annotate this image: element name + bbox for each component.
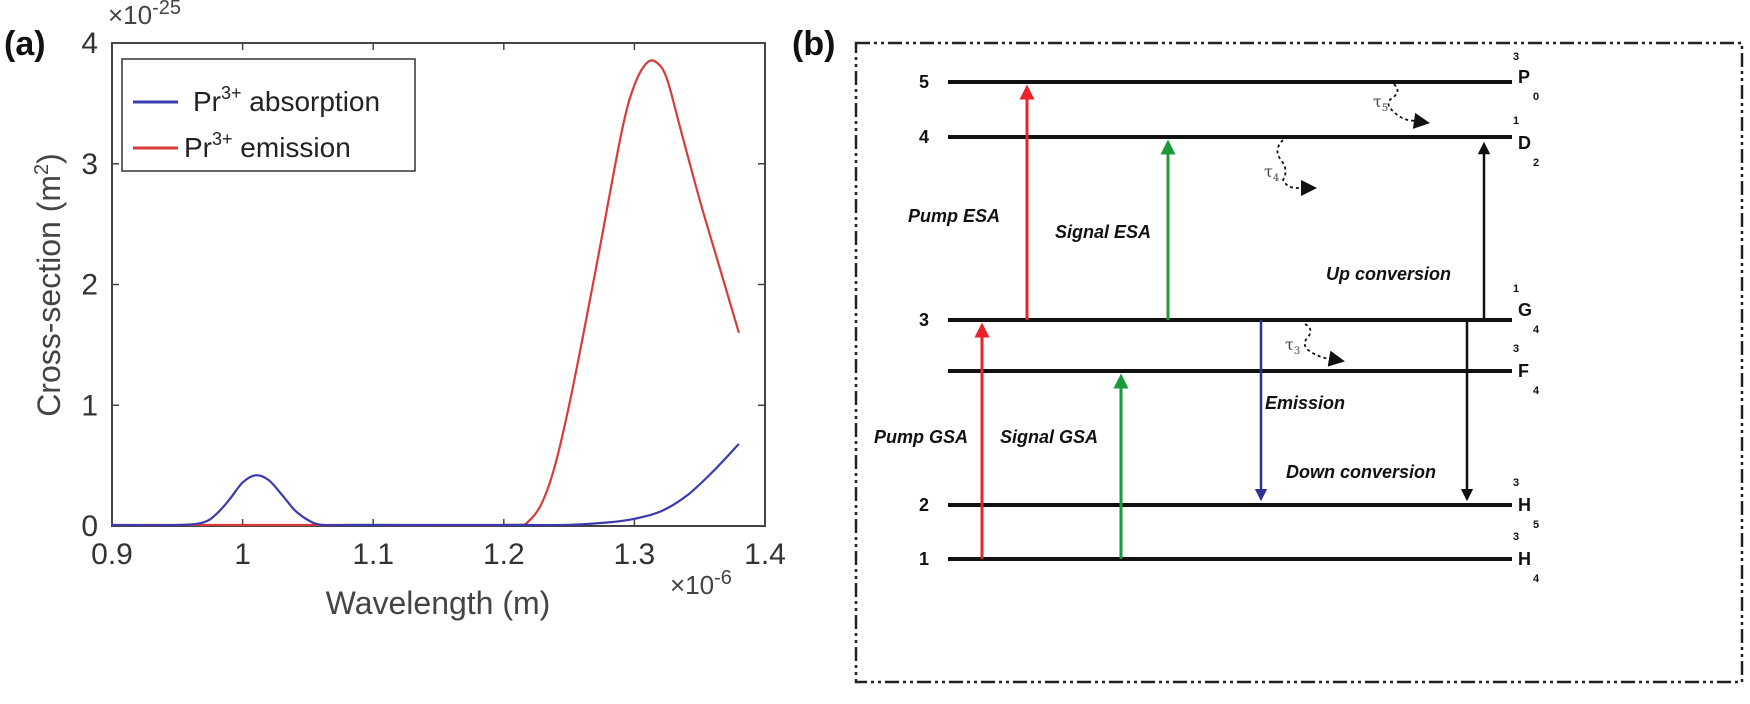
panel-a-letter: (a) [4, 25, 46, 63]
term-1D2: 1 D 2 [1513, 115, 1539, 169]
level-number-1: 1 [919, 549, 929, 569]
absorption-line [111, 443, 740, 527]
y-tick-label: 2 [81, 269, 98, 302]
level-number-5: 5 [919, 72, 929, 92]
svg-text:F: F [1518, 361, 1529, 381]
y-tick-label: 4 [81, 27, 98, 60]
x-tick-group: 0.9 1 1.1 1.2 1.3 1.4 [91, 43, 786, 571]
series-group [111, 59, 740, 527]
label-signal-gsa: Signal GSA [1000, 427, 1098, 447]
decay-tau4: τ4 [1264, 139, 1318, 197]
y-tick-label: 1 [81, 389, 98, 422]
panel-b-letter: (b) [792, 25, 835, 63]
svg-text:4: 4 [1533, 573, 1540, 585]
svg-text:3: 3 [1513, 531, 1519, 543]
label-signal-esa: Signal ESA [1055, 222, 1151, 242]
legend-label-emission: Pr3+ emission [184, 129, 351, 163]
term-3H5: 3 H 5 [1513, 477, 1539, 531]
decay-tau3: τ3 [1285, 323, 1345, 367]
term-3F4: 3 F 4 [1513, 343, 1540, 397]
label-up-conversion: Up conversion [1326, 264, 1451, 284]
svg-text:τ4: τ4 [1264, 162, 1279, 184]
level-number-4: 4 [919, 127, 929, 147]
label-pump-gsa: Pump GSA [874, 427, 968, 447]
x-tick-label: 1 [234, 538, 251, 571]
term-3H4: 3 H 4 [1513, 531, 1540, 585]
svg-text:H: H [1518, 549, 1531, 569]
y-tick-group: 0 1 2 3 4 [81, 27, 765, 543]
x-axis-multiplier: ×10-6 [670, 567, 732, 600]
y-axis-multiplier: ×10-25 [108, 0, 181, 30]
x-axis-label: Wavelength (m) [326, 585, 551, 621]
legend-box [121, 58, 416, 172]
energy-levels [948, 80, 1512, 561]
legend-label-absorption: Pr3+ absorption [193, 83, 380, 117]
x-tick-label: 1.4 [744, 538, 786, 571]
svg-text:τ3: τ3 [1285, 335, 1300, 357]
svg-text:3: 3 [1513, 343, 1519, 355]
svg-text:1: 1 [1513, 283, 1519, 295]
legend: Pr3+ absorption Pr3+ emission [121, 58, 416, 172]
level-number-3: 3 [919, 310, 929, 330]
x-tick-label: 1.3 [614, 538, 656, 571]
svg-text:G: G [1518, 300, 1532, 320]
svg-text:2: 2 [1533, 157, 1539, 169]
x-tick-label: 0.9 [91, 538, 133, 571]
y-tick-label: 0 [81, 510, 98, 543]
label-down-conversion: Down conversion [1286, 462, 1436, 482]
label-emission: Emission [1265, 393, 1345, 413]
svg-text:τ5: τ5 [1373, 92, 1388, 114]
svg-text:H: H [1518, 495, 1531, 515]
label-pump-esa: Pump ESA [908, 206, 1000, 226]
y-tick-label: 3 [81, 148, 98, 181]
svg-text:1: 1 [1513, 115, 1519, 127]
y-axis-label: Cross-section (m2) [31, 153, 67, 417]
x-tick-label: 1.2 [483, 538, 525, 571]
x-tick-label: 1.1 [352, 538, 394, 571]
svg-text:4: 4 [1533, 385, 1540, 397]
decay-tau5: τ5 [1373, 83, 1431, 129]
svg-text:4: 4 [1533, 324, 1540, 336]
term-1G4: 1 G 4 [1513, 283, 1540, 336]
svg-text:3: 3 [1513, 51, 1519, 63]
svg-text:5: 5 [1533, 519, 1539, 531]
svg-text:P: P [1518, 67, 1530, 87]
svg-text:D: D [1518, 133, 1531, 153]
svg-text:0: 0 [1533, 91, 1539, 103]
level-number-2: 2 [919, 495, 929, 515]
svg-text:3: 3 [1513, 477, 1519, 489]
diagram-frame [854, 41, 1744, 684]
term-3P0: 3 P 0 [1513, 51, 1539, 103]
